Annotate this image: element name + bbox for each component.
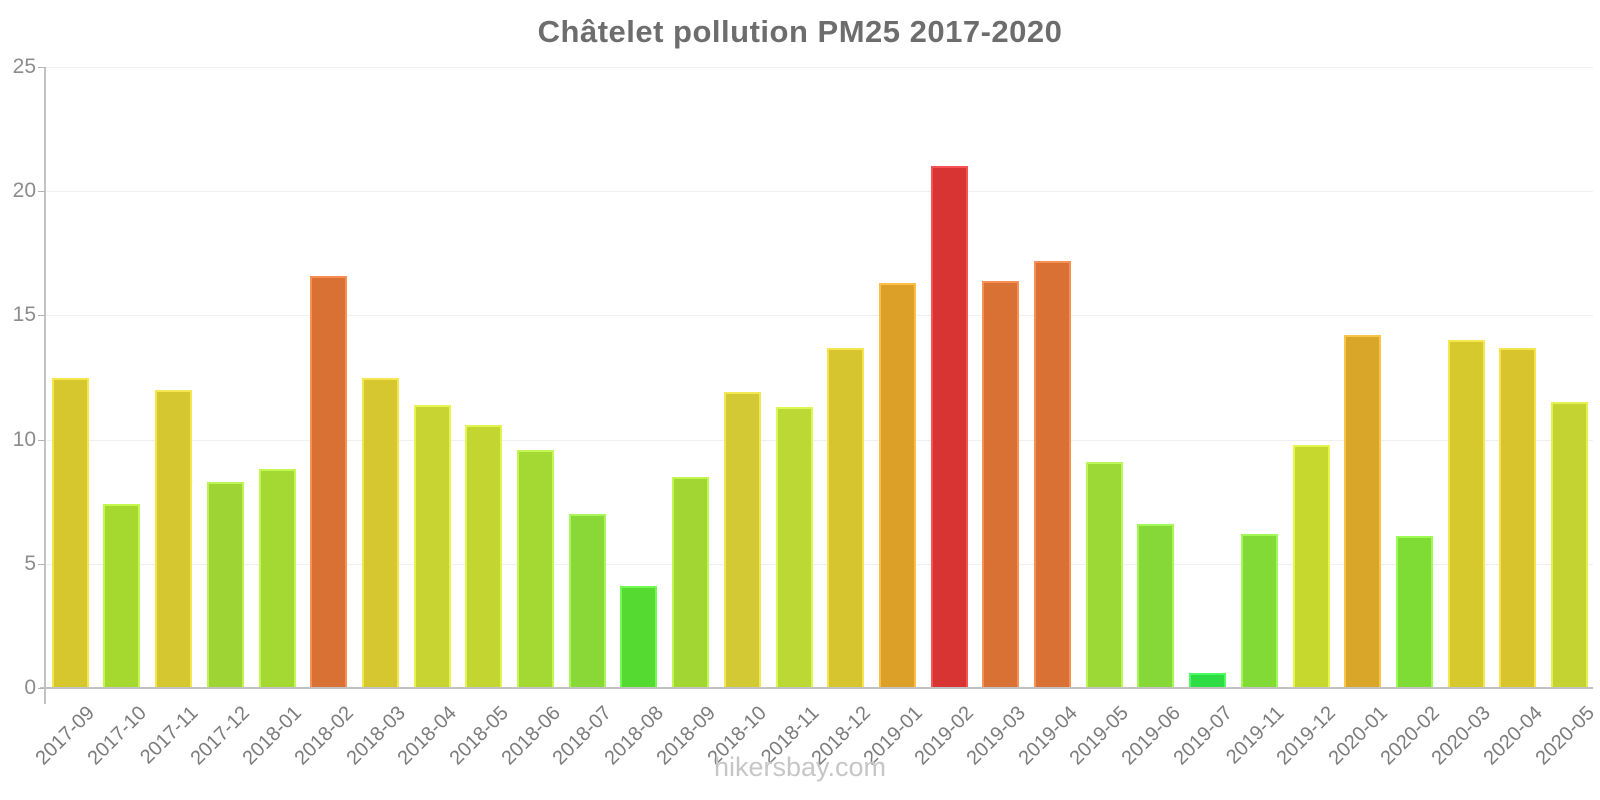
bar-2017-12[interactable] <box>206 481 244 688</box>
gridline-25 <box>45 67 1593 68</box>
gridline-10 <box>45 439 1593 441</box>
y-tick-mark <box>38 67 45 68</box>
y-tick-mark <box>38 191 45 193</box>
bar-2018-05[interactable] <box>465 424 503 688</box>
bar-2017-11[interactable] <box>155 389 193 688</box>
bar-2018-08[interactable] <box>620 586 658 688</box>
bar-2017-10[interactable] <box>103 504 141 688</box>
bar-2020-02[interactable] <box>1395 536 1433 688</box>
y-tick-mark <box>38 563 45 565</box>
bar-2020-04[interactable] <box>1499 347 1537 688</box>
bar-2020-01[interactable] <box>1344 335 1382 688</box>
bar-2018-04[interactable] <box>413 404 451 688</box>
bar-2019-12[interactable] <box>1292 444 1330 688</box>
bar-2019-01[interactable] <box>878 283 916 688</box>
gridline-15 <box>45 315 1593 317</box>
y-tick-label-25: 25 <box>12 55 36 78</box>
gridline-5 <box>45 563 1593 565</box>
bar-2018-07[interactable] <box>568 514 606 688</box>
bar-2019-07[interactable] <box>1189 673 1227 688</box>
bar-2019-05[interactable] <box>1085 461 1123 688</box>
y-tick-label-5: 5 <box>24 551 36 575</box>
bar-2018-03[interactable] <box>361 377 399 688</box>
bar-2018-11[interactable] <box>775 407 813 688</box>
bar-2019-04[interactable] <box>1034 260 1071 688</box>
watermark-hikersbay: hikersbay.com <box>713 752 887 782</box>
bar-2019-03[interactable] <box>982 280 1020 688</box>
bar-2019-02[interactable] <box>930 166 968 688</box>
y-tick-label-15: 15 <box>12 303 36 327</box>
y-axis-line <box>44 67 46 704</box>
bar-2020-05[interactable] <box>1551 402 1588 688</box>
y-tick-mark <box>38 688 45 689</box>
y-tick-label-20: 20 <box>12 179 36 203</box>
bar-2018-02[interactable] <box>310 275 348 688</box>
bar-2018-10[interactable] <box>723 392 761 688</box>
chart-title: Châtelet pollution PM25 2017-2020 <box>537 14 1063 49</box>
gridline-20 <box>45 191 1593 193</box>
x-axis-line <box>40 687 1593 689</box>
bar-2020-03[interactable] <box>1447 340 1485 688</box>
bar-2019-06[interactable] <box>1137 524 1175 688</box>
bar-2017-09[interactable] <box>51 377 89 688</box>
y-tick-label-10: 10 <box>12 427 36 451</box>
y-tick-mark <box>38 315 45 317</box>
bar-2018-12[interactable] <box>827 347 865 688</box>
bar-2019-11[interactable] <box>1240 533 1278 688</box>
bar-2018-09[interactable] <box>672 476 710 688</box>
y-tick-mark <box>38 439 45 441</box>
y-tick-label-0: 0 <box>24 676 36 699</box>
bar-2018-06[interactable] <box>517 449 554 688</box>
bar-2018-01[interactable] <box>258 469 296 688</box>
